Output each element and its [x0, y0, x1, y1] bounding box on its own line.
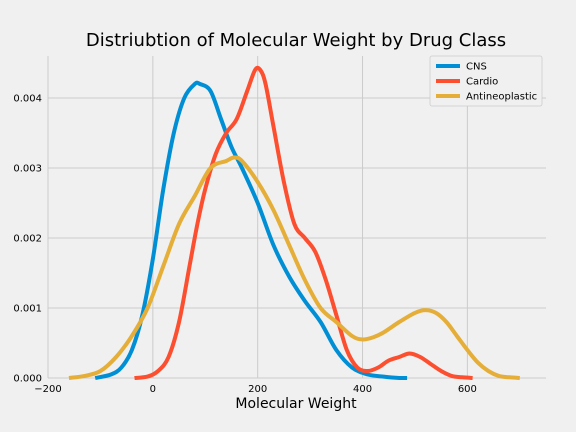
y-tick-label: 0.003	[13, 164, 42, 175]
y-tick-label: 0.004	[13, 94, 42, 105]
x-tick-label: 0	[150, 384, 156, 395]
x-axis-label: Molecular Weight	[235, 396, 357, 412]
chart-title: Distriubtion of Molecular Weight by Drug…	[86, 30, 506, 51]
legend: CNS Cardio Antineoplastic	[429, 55, 543, 107]
legend-label-antineoplastic: Antineoplastic	[466, 92, 537, 103]
x-tick-label: 200	[248, 384, 267, 395]
legend-label-cardio: Cardio	[466, 77, 498, 88]
y-tick-label: 0.001	[13, 304, 42, 315]
y-tick-label: 0.002	[13, 234, 42, 245]
x-tick-label: 400	[353, 384, 372, 395]
x-tick-labels: −200 0 200 400 600	[34, 384, 477, 395]
series-lines	[68, 65, 520, 380]
series-line-cardio	[134, 65, 473, 380]
y-tick-labels: 0.000 0.001 0.002 0.003 0.004	[13, 94, 42, 385]
x-tick-label: −200	[34, 384, 61, 395]
legend-box	[429, 55, 543, 107]
x-tick-label: 600	[458, 384, 477, 395]
series-line-antineoplastic	[68, 155, 520, 380]
legend-label-cns: CNS	[466, 62, 487, 73]
y-tick-label: 0.000	[13, 374, 42, 385]
